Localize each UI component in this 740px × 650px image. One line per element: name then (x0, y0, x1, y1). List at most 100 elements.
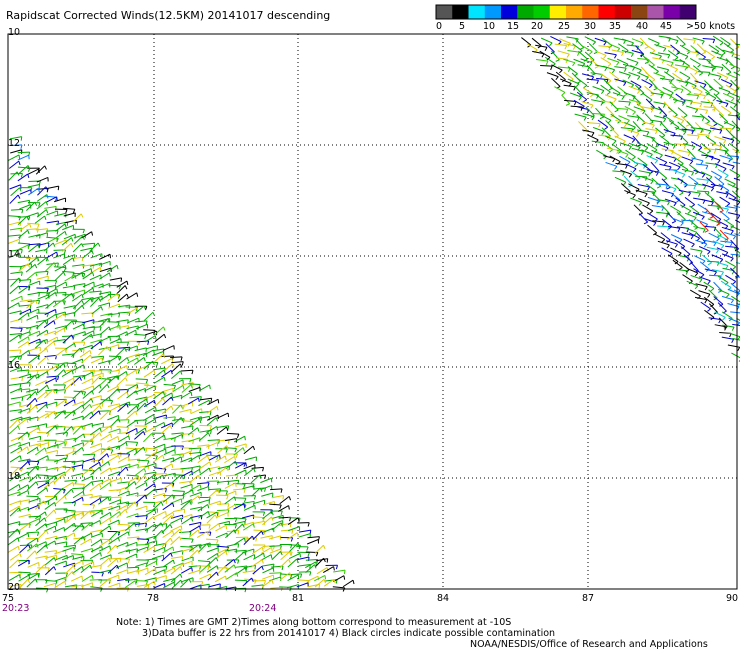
wind-barb (719, 154, 732, 160)
wind-barb (180, 470, 193, 478)
wind-barb (72, 264, 85, 267)
wind-barb-flag (152, 312, 156, 317)
wind-barb (134, 357, 145, 365)
wind-barb (615, 162, 628, 166)
wind-barb-flag (607, 80, 612, 84)
wind-barb (10, 248, 23, 252)
wind-barb (675, 268, 688, 272)
wind-barb-flag (126, 403, 129, 408)
wind-barb-flag (280, 488, 283, 493)
wind-barb-flag (711, 67, 715, 72)
wind-barb (624, 122, 636, 128)
wind-barb-flag (72, 209, 76, 214)
wind-barb (706, 246, 719, 251)
wind-barb-flag (342, 587, 346, 592)
wind-barb-flag (653, 222, 657, 226)
wind-barb (262, 574, 274, 580)
wind-barb (89, 579, 102, 581)
wind-barb (289, 542, 299, 552)
wind-barb (125, 369, 137, 377)
wind-barb-flag (625, 109, 629, 114)
wind-barb (242, 514, 254, 519)
wind-barb (707, 204, 720, 207)
wind-barb-flag (110, 425, 113, 430)
wind-barb-flag (690, 235, 694, 240)
wind-barb-flag (608, 87, 613, 91)
wind-barb (170, 528, 181, 538)
wind-barb-flag (322, 545, 326, 550)
wind-barb-flag (738, 255, 740, 258)
wind-barb-flag (634, 163, 639, 168)
wind-barb-flag (631, 139, 636, 143)
wind-barb-flag (116, 375, 119, 380)
wind-barb-flag (701, 174, 706, 178)
wind-barb (54, 410, 64, 420)
wind-barb (135, 482, 147, 489)
wind-barb-flag (707, 72, 711, 77)
wind-barb-flag (71, 467, 74, 472)
wind-barb (622, 38, 634, 44)
wind-barb (601, 127, 611, 137)
wind-barb-flag (99, 498, 102, 503)
wind-barb (9, 136, 22, 140)
wind-barb-flag (732, 281, 736, 285)
legend-tick-label: 0 (436, 21, 443, 32)
wind-barb-flag (636, 117, 640, 122)
wind-barb (36, 177, 49, 183)
wind-barb (108, 355, 121, 358)
wind-barb (36, 194, 48, 202)
wind-barb-flag (20, 144, 23, 149)
wind-barb-flag (180, 456, 183, 461)
wind-barb-flag (180, 474, 183, 479)
wind-barb (216, 512, 229, 518)
wind-barb-flag (19, 349, 22, 354)
wind-barb (199, 563, 210, 573)
wind-barb (126, 492, 139, 497)
wind-barb-flag (35, 578, 38, 583)
wind-barb-flag (165, 523, 168, 528)
wind-barb-flag (165, 511, 167, 516)
wind-barb (10, 295, 23, 302)
wind-barb-flag (136, 405, 139, 410)
wind-barb-flag (71, 370, 74, 375)
wind-barb (154, 326, 164, 336)
wind-barb-flag (694, 285, 699, 290)
wind-barb-flag (663, 118, 667, 123)
legend-swatch (566, 5, 583, 19)
wind-barb (100, 433, 111, 441)
wind-barb-flag (46, 385, 50, 390)
wind-barb-flag (81, 294, 84, 299)
wind-barb (693, 93, 706, 97)
wind-barb-flag (197, 397, 200, 403)
wind-barb (7, 545, 19, 553)
wind-barb (135, 505, 148, 511)
wind-barb (180, 391, 192, 399)
wind-barb-flag (99, 432, 102, 437)
wind-barb-flag (289, 551, 292, 556)
wind-barb (63, 233, 76, 240)
wind-barb (603, 65, 615, 71)
wind-barb (725, 191, 737, 199)
wind-barb (161, 405, 172, 415)
wind-barb (233, 520, 246, 525)
wind-barb (125, 428, 137, 435)
wind-barb-flag (713, 242, 717, 247)
wind-barb-flag (701, 116, 705, 121)
wind-barb (98, 496, 109, 505)
wind-barb (45, 237, 57, 244)
wind-barb (73, 233, 86, 239)
wind-barb-flag (98, 410, 101, 415)
wind-barb (82, 319, 95, 324)
wind-barb-flag (27, 461, 31, 466)
note-line-2: 3)Data buffer is 22 hrs from 20141017 4)… (142, 628, 556, 639)
wind-barb (719, 127, 732, 130)
wind-barb (126, 410, 136, 420)
wind-barb (28, 330, 40, 337)
wind-barb-flag (146, 559, 149, 565)
wind-barb-flag (217, 414, 219, 420)
wind-barb (153, 391, 164, 400)
wind-barb (208, 523, 220, 532)
wind-barb (36, 201, 47, 210)
wind-barb-flag (90, 538, 93, 543)
wind-barb-flag (693, 39, 696, 44)
